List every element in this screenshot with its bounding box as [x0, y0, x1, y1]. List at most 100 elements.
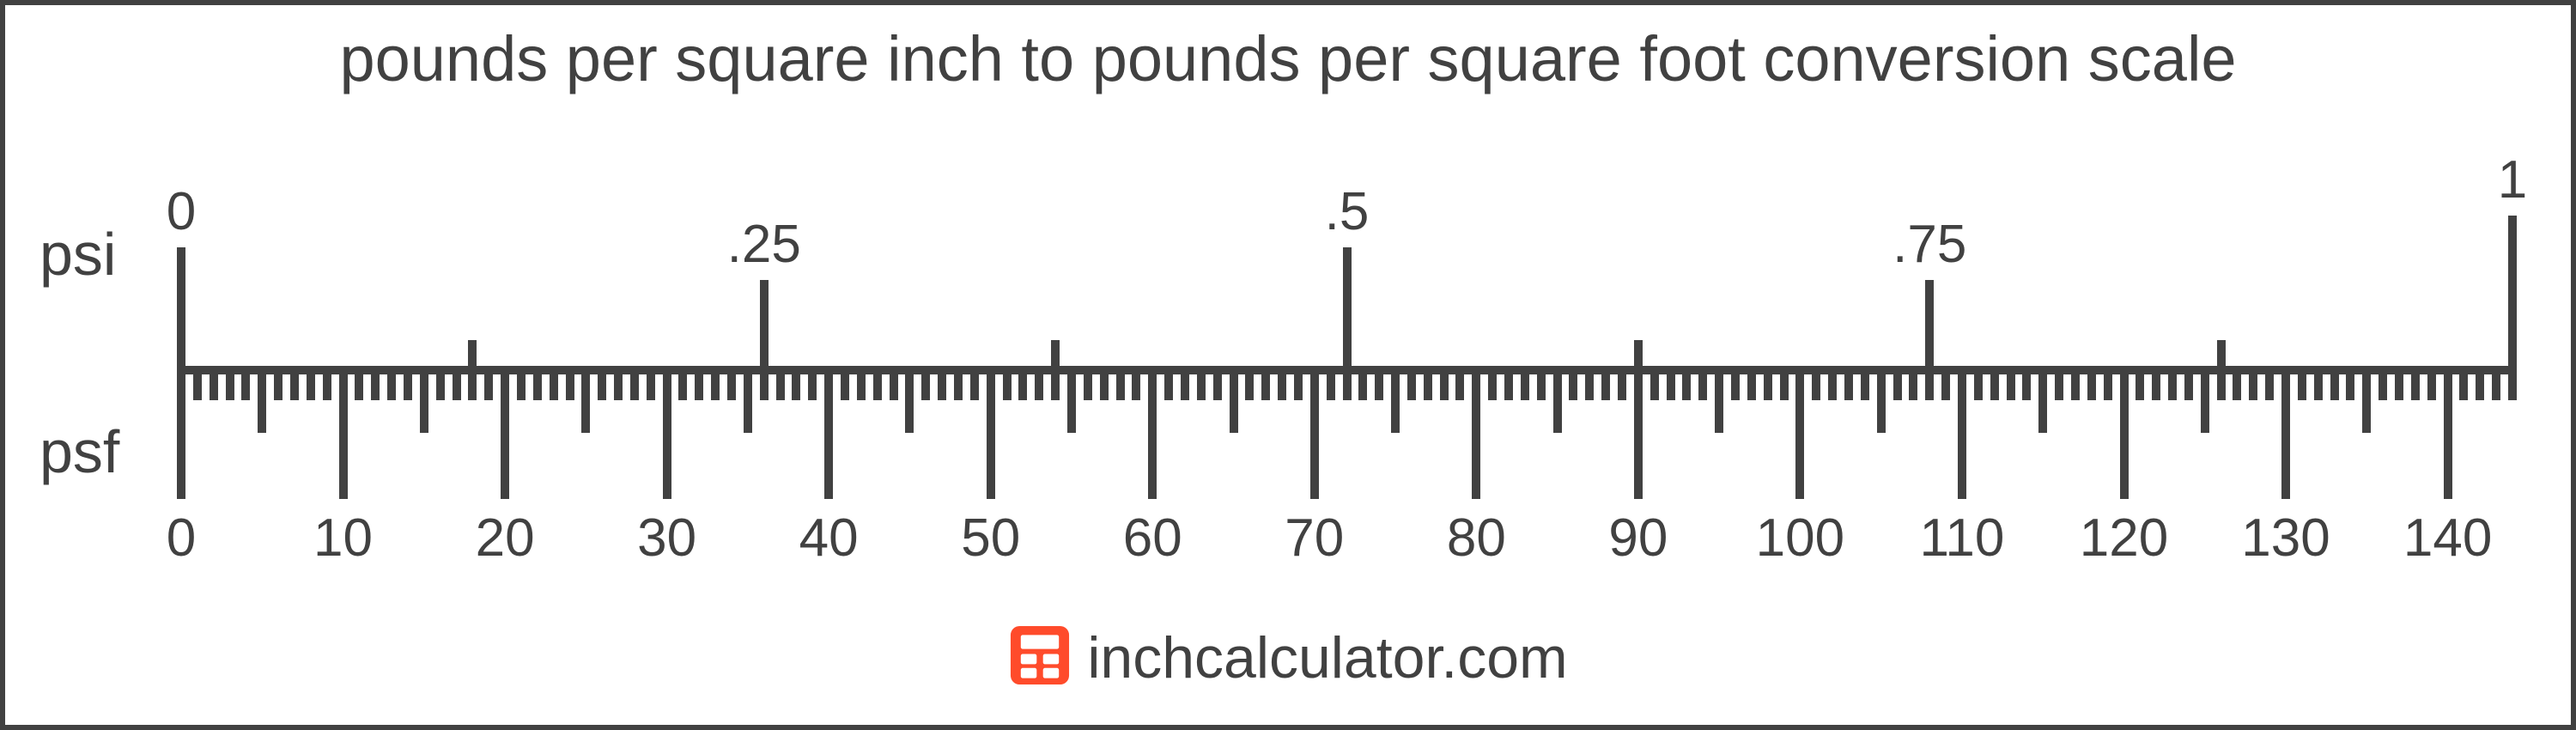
bottom-tick [1698, 366, 1707, 400]
bottom-tick [695, 366, 703, 400]
bottom-tick [1780, 366, 1789, 400]
top-tick-label: 1 [2498, 149, 2527, 210]
bottom-tick [1667, 366, 1675, 400]
bottom-tick [2055, 366, 2063, 400]
bottom-tick [1003, 366, 1012, 400]
bottom-tick-label: 60 [1123, 508, 1182, 569]
bottom-tick [2184, 366, 2193, 400]
bottom-tick [841, 366, 849, 400]
bottom-tick [1974, 366, 1983, 400]
bottom-tick [290, 366, 299, 400]
top-tick-label: .75 [1893, 214, 1966, 275]
bottom-tick [2362, 366, 2371, 433]
bottom-tick-label: 30 [637, 508, 696, 569]
bottom-tick-label: 50 [961, 508, 1020, 569]
bottom-unit-label: psf [39, 417, 119, 486]
bottom-tick [1925, 366, 1934, 400]
bottom-tick [630, 366, 639, 400]
bottom-tick [1828, 366, 1837, 400]
bottom-tick [566, 366, 574, 400]
bottom-tick [970, 366, 979, 400]
bottom-tick [550, 366, 558, 400]
bottom-tick [2346, 366, 2354, 400]
bottom-tick [2427, 366, 2436, 400]
bottom-tick [1715, 366, 1723, 433]
bottom-tick [1391, 366, 1400, 433]
bottom-tick [404, 366, 412, 400]
bottom-tick [1504, 366, 1513, 400]
bottom-tick-label: 120 [2080, 508, 2168, 569]
bottom-tick [420, 366, 428, 433]
bottom-tick [1407, 366, 1416, 400]
bottom-tick [1634, 366, 1643, 499]
bottom-tick [1343, 366, 1352, 400]
bottom-tick [1375, 366, 1383, 400]
bottom-tick [1521, 366, 1529, 400]
footer-text: inchcalculator.com [1087, 624, 1567, 691]
bottom-tick [1132, 366, 1140, 400]
bottom-tick [987, 366, 995, 499]
bottom-tick [2265, 366, 2274, 400]
bottom-tick-label: 90 [1608, 508, 1668, 569]
bottom-tick [2136, 366, 2144, 400]
top-tick [177, 247, 185, 374]
bottom-tick [1164, 366, 1173, 400]
conversion-scale-card: pounds per square inch to pounds per squ… [0, 0, 2576, 730]
bottom-tick [1650, 366, 1659, 400]
bottom-tick [2459, 366, 2468, 400]
bottom-tick [2152, 366, 2160, 400]
bottom-tick [307, 366, 315, 400]
chart-title: pounds per square inch to pounds per squ… [5, 22, 2571, 95]
bottom-tick [727, 366, 736, 400]
bottom-tick [1051, 366, 1060, 400]
bottom-tick [1035, 366, 1043, 400]
bottom-tick [1941, 366, 1950, 400]
bottom-tick [2476, 366, 2484, 400]
bottom-tick [1310, 366, 1319, 499]
bottom-tick [581, 366, 590, 433]
bottom-tick [2087, 366, 2096, 400]
top-tick-label: .25 [727, 214, 801, 275]
calculator-logo-icon [1008, 624, 1072, 691]
bottom-tick [193, 366, 202, 400]
bottom-tick [177, 366, 185, 499]
bottom-tick [598, 366, 606, 400]
bottom-tick [1764, 366, 1772, 400]
bottom-tick-label: 10 [313, 508, 373, 569]
bottom-tick [2379, 366, 2387, 400]
bottom-tick [873, 366, 882, 400]
bottom-tick [241, 366, 250, 400]
top-tick [1925, 280, 1934, 374]
bottom-tick [1327, 366, 1335, 400]
bottom-tick [711, 366, 720, 400]
bottom-tick [647, 366, 655, 400]
bottom-tick [1278, 366, 1286, 400]
bottom-tick [1747, 366, 1756, 400]
bottom-tick [1261, 366, 1270, 400]
bottom-tick [1148, 366, 1157, 499]
bottom-tick [921, 366, 930, 400]
bottom-tick [938, 366, 946, 400]
bottom-tick [1877, 366, 1886, 433]
bottom-tick [1958, 366, 1966, 499]
bottom-tick-label: 40 [799, 508, 859, 569]
bottom-tick [1488, 366, 1497, 400]
bottom-tick [1455, 366, 1464, 400]
top-tick [2508, 216, 2517, 374]
top-tick-label: .5 [1325, 181, 1370, 242]
bottom-tick [453, 366, 461, 400]
bottom-tick [371, 366, 380, 400]
bottom-tick [905, 366, 914, 433]
bottom-tick [1213, 366, 1222, 400]
bottom-tick [1569, 366, 1577, 400]
footer: inchcalculator.com [5, 624, 2571, 691]
bottom-tick [1472, 366, 1480, 499]
top-tick-label: 0 [167, 181, 196, 242]
bottom-tick [2395, 366, 2403, 400]
bottom-tick [2249, 366, 2257, 400]
bottom-tick [1100, 366, 1109, 400]
bottom-tick [1245, 366, 1254, 400]
top-unit-label: psi [39, 220, 116, 289]
bottom-tick [1861, 366, 1869, 400]
bottom-tick [2233, 366, 2241, 400]
